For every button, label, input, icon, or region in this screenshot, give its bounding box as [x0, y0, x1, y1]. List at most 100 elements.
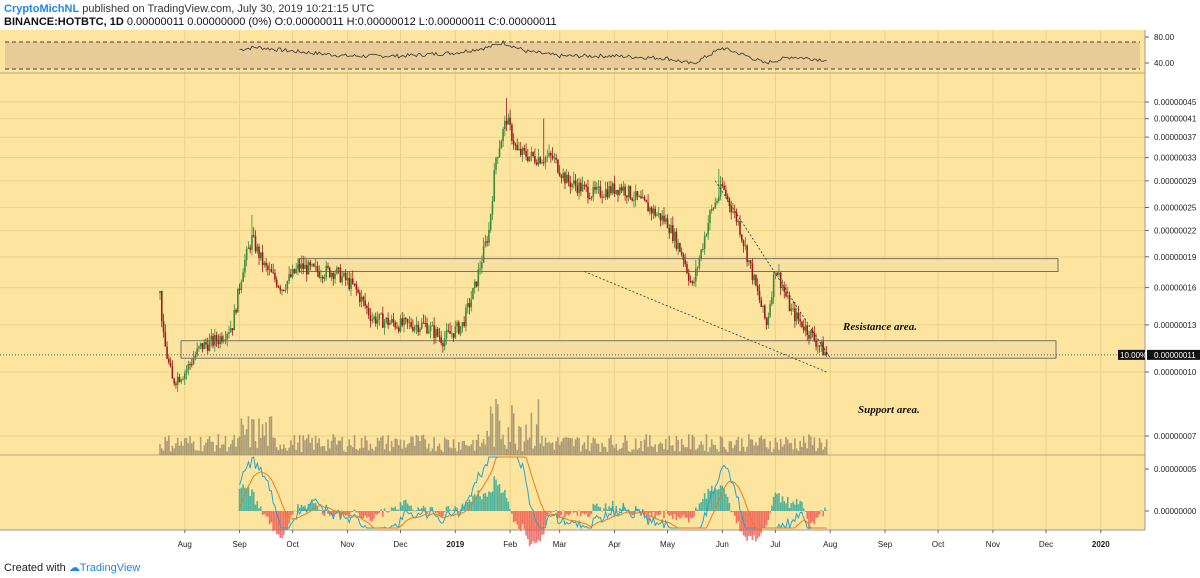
macd-histogram-bar — [484, 493, 487, 511]
candle-body — [252, 235, 255, 237]
candle-body — [192, 358, 195, 365]
macd-histogram-bar — [663, 511, 665, 519]
candle-body — [758, 291, 761, 301]
volume-bar — [369, 443, 372, 455]
price-tick-label: 0.00000013 — [1154, 321, 1197, 330]
candle-body — [633, 199, 635, 201]
candle-body — [387, 317, 389, 325]
volume-bar — [429, 451, 432, 455]
time-tick-label: Dec — [393, 540, 407, 549]
candle-body — [316, 266, 319, 272]
candle-body — [778, 272, 780, 276]
candle-body — [380, 313, 382, 315]
volume-bar — [806, 448, 809, 455]
macd-histogram-bar — [282, 511, 285, 535]
candle-body — [512, 140, 515, 145]
macd-histogram-bar — [762, 511, 764, 528]
candle-body — [396, 327, 398, 329]
volume-bar — [603, 446, 605, 455]
candle-body — [613, 183, 616, 194]
volume-bar — [468, 446, 471, 455]
candle-body — [618, 187, 621, 195]
volume-bar — [159, 443, 161, 455]
candle-body — [574, 180, 577, 186]
candle-body — [638, 196, 641, 198]
macd-histogram-bar — [638, 509, 641, 511]
candle-body — [422, 322, 425, 324]
time-tick-label: Mar — [553, 540, 567, 549]
candle-body — [376, 319, 379, 324]
candle-body — [742, 240, 745, 246]
volume-bar — [254, 440, 257, 455]
candle-body — [689, 280, 692, 282]
macd-histogram-bar — [298, 507, 301, 511]
candle-body — [666, 218, 669, 229]
candle-body — [564, 172, 566, 184]
volume-bar — [426, 448, 428, 455]
candle-body — [581, 184, 584, 192]
candle-body — [235, 309, 237, 313]
macd-histogram-bar — [353, 509, 356, 511]
candle-body — [382, 313, 384, 328]
macd-histogram-bar — [445, 506, 448, 511]
plot-area — [0, 30, 1200, 555]
volume-bar — [617, 450, 619, 455]
candle-body — [169, 362, 172, 367]
candle-body — [290, 274, 292, 278]
volume-bar — [811, 445, 814, 455]
candle-body — [355, 283, 358, 290]
candle-body — [279, 287, 282, 291]
tradingview-brand[interactable]: TradingView — [79, 562, 141, 574]
author-link[interactable]: CryptoMichNL — [4, 3, 80, 15]
volume-bar — [445, 439, 448, 455]
macd-histogram-bar — [528, 511, 531, 547]
macd-histogram-bar — [565, 511, 568, 515]
macd-histogram-bar — [786, 497, 789, 511]
macd-histogram-bar — [252, 491, 255, 511]
candle-body — [790, 308, 793, 312]
volume-bar — [459, 449, 462, 455]
volume-bar — [744, 451, 747, 455]
rsi-band — [5, 42, 1140, 69]
volume-bar — [192, 441, 195, 455]
trading-chart[interactable]: 0.00000045 0.00000041 0.00000037 0.00000033… — [0, 30, 1200, 555]
volume-bar — [228, 447, 230, 455]
chart-header: CryptoMichNL published on TradingView.co… — [0, 0, 1200, 30]
macd-histogram-bar — [779, 502, 782, 511]
candle-body — [741, 234, 743, 241]
volume-bar — [763, 438, 766, 455]
volume-bar — [824, 446, 826, 455]
volume-bar — [719, 436, 722, 455]
candle-body — [769, 304, 771, 317]
macd-histogram-bar — [394, 506, 396, 511]
volume-bar — [555, 441, 557, 455]
candle-body — [182, 378, 184, 380]
candle-body — [615, 190, 618, 194]
macd-histogram-bar — [758, 511, 761, 537]
volume-bar — [716, 448, 718, 455]
macd-histogram-bar — [291, 511, 294, 515]
volume-bar — [518, 425, 520, 455]
candle-body — [270, 269, 273, 273]
macd-histogram-bar — [284, 511, 287, 531]
macd-histogram-bar — [710, 485, 713, 511]
candle-body — [259, 252, 262, 259]
volume-bar — [382, 435, 384, 455]
resistance-zone — [298, 258, 1059, 272]
volume-bar — [786, 439, 789, 455]
candle-body — [429, 325, 432, 332]
candle-body — [206, 344, 209, 351]
volume-bar — [433, 437, 435, 455]
macd-histogram-bar — [309, 503, 312, 511]
time-tick-label: Feb — [503, 540, 517, 549]
volume-bar — [346, 446, 349, 455]
candle-body — [397, 327, 400, 332]
volume-bar — [410, 436, 412, 455]
volume-bar — [238, 436, 241, 455]
macd-histogram-bar — [721, 486, 724, 511]
macd-histogram-bar — [610, 507, 612, 511]
macd-histogram-bar — [792, 501, 794, 511]
support-annotation: Support area. — [858, 404, 920, 416]
volume-bar — [702, 444, 704, 455]
volume-bar — [542, 446, 545, 455]
